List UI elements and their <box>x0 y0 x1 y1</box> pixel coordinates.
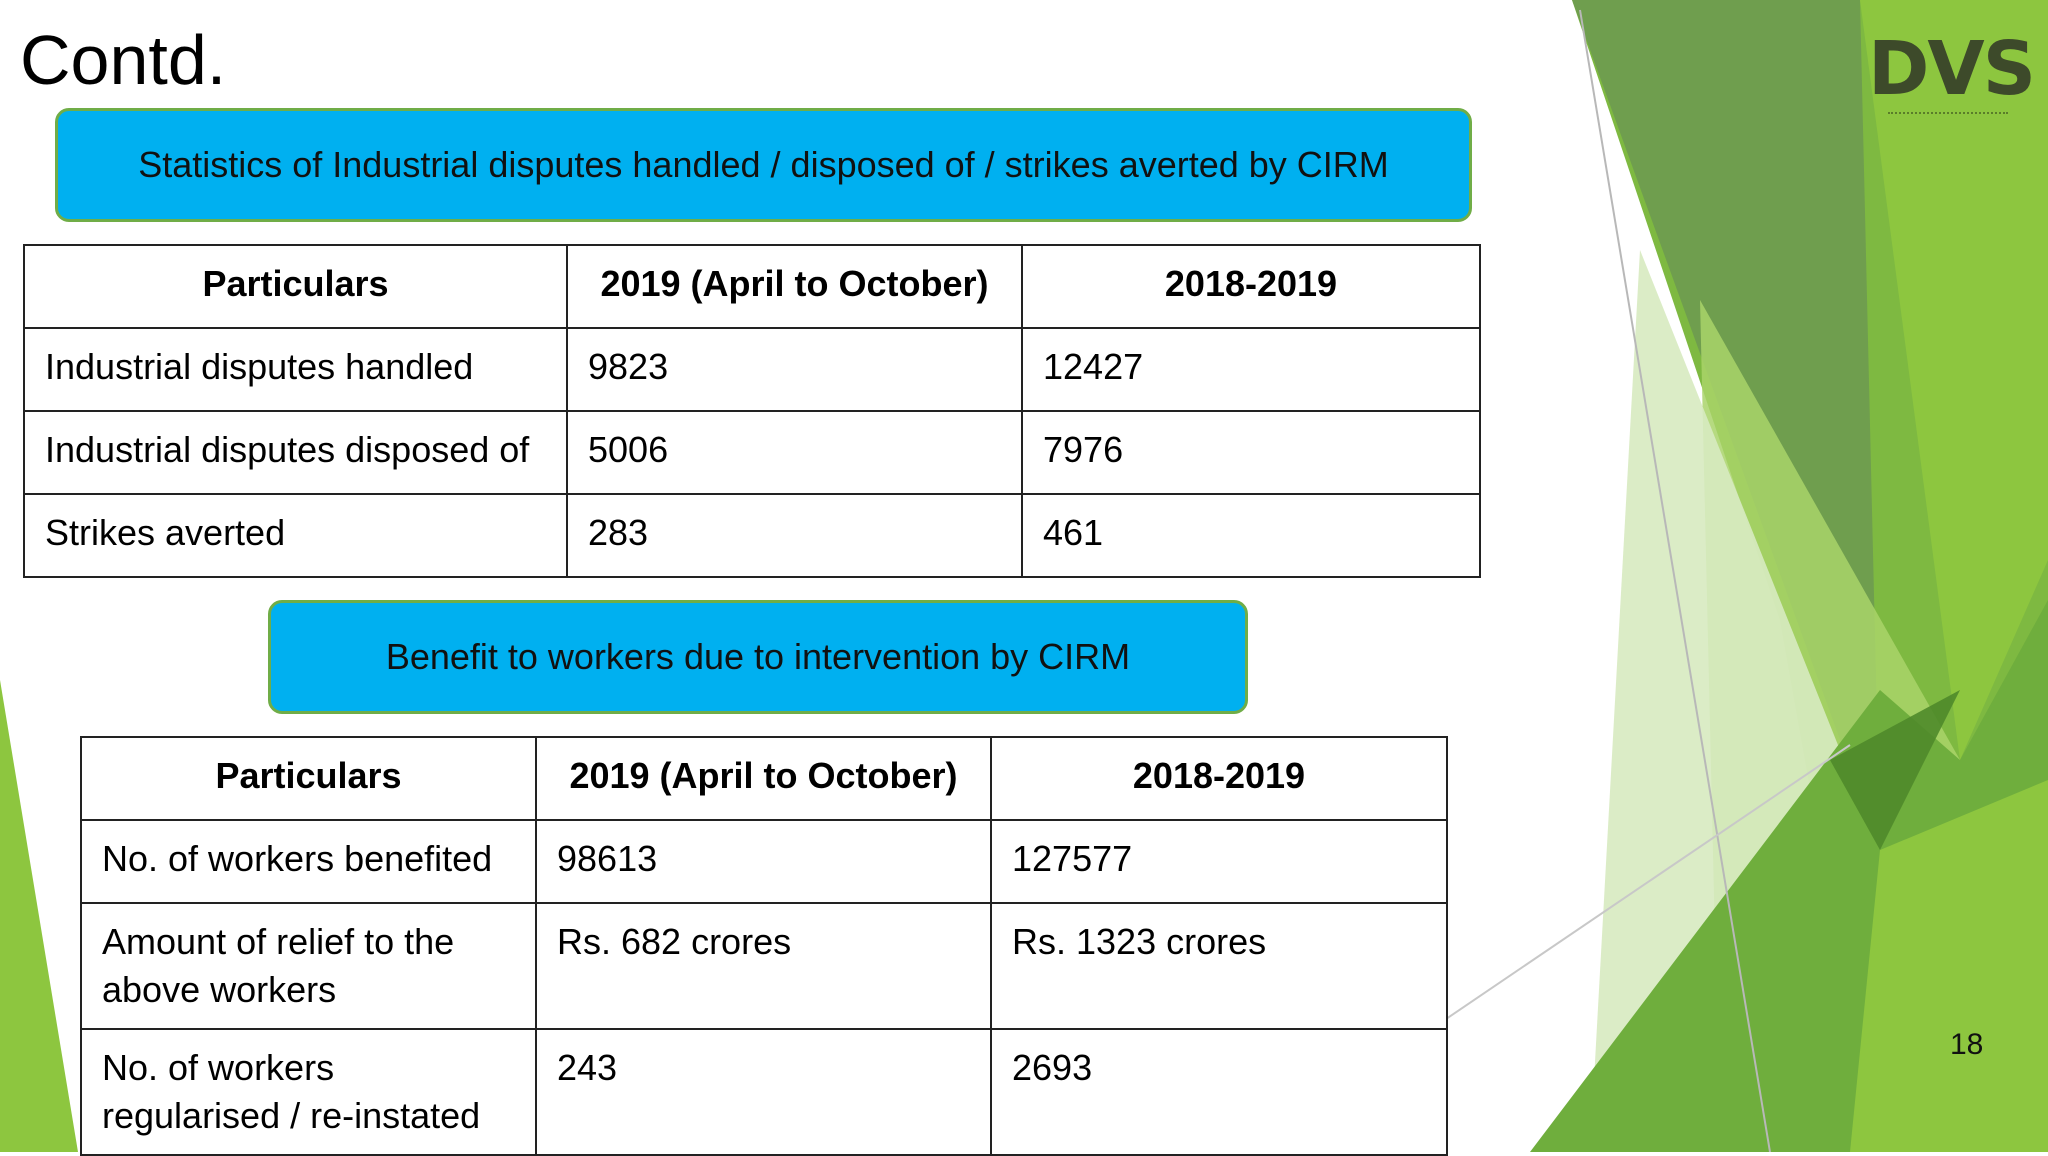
table-cell: 7976 <box>1021 410 1481 495</box>
table-row: Industrial disputes handled 9823 12427 <box>23 327 1481 412</box>
table-cell: 9823 <box>566 327 1023 412</box>
benefits-table: Particulars 2019 (April to October) 2018… <box>80 736 1448 1156</box>
column-header: 2018-2019 <box>1021 244 1481 329</box>
dvs-logo: DVS <box>1868 26 2036 126</box>
column-header: Particulars <box>23 244 568 329</box>
column-header: Particulars <box>80 736 537 821</box>
slide-title: Contd. <box>20 21 227 99</box>
table-cell: 98613 <box>535 819 992 904</box>
table-cell: 243 <box>535 1028 992 1156</box>
table-cell: 127577 <box>990 819 1448 904</box>
table-cell: Industrial disputes disposed of <box>23 410 568 495</box>
right-facet-7 <box>1830 690 1960 850</box>
table-cell: Strikes averted <box>23 493 568 578</box>
table-cell: 283 <box>566 493 1023 578</box>
left-green-wedge <box>0 680 78 1152</box>
page-number: 18 <box>1950 1028 1984 1061</box>
table-cell: 12427 <box>1021 327 1481 412</box>
table-row: No. of workers regularised / re-instated… <box>80 1028 1448 1156</box>
table-row: No. of workers benefited 98613 127577 <box>80 819 1448 904</box>
column-header: 2018-2019 <box>990 736 1448 821</box>
table-cell: No. of workers benefited <box>80 819 537 904</box>
table-cell: Amount of relief to the above workers <box>80 902 537 1030</box>
table-row: Industrial disputes disposed of 5006 797… <box>23 410 1481 495</box>
column-header: 2019 (April to October) <box>566 244 1023 329</box>
table-row: Amount of relief to the above workers Rs… <box>80 902 1448 1030</box>
right-facet-8 <box>1850 780 2048 1152</box>
table-row: Strikes averted 283 461 <box>23 493 1481 578</box>
logo-underline <box>1888 112 2008 120</box>
logo-text: DVS <box>1868 26 2036 112</box>
table-cell: 2693 <box>990 1028 1448 1156</box>
table-cell: 5006 <box>566 410 1023 495</box>
benefit-banner-text: Benefit to workers due to intervention b… <box>385 636 1131 677</box>
table-cell: 461 <box>1021 493 1481 578</box>
statistics-banner-text: Statistics of Industrial disputes handle… <box>138 144 1389 185</box>
statistics-banner: Statistics of Industrial disputes handle… <box>55 108 1472 222</box>
table-cell: Industrial disputes handled <box>23 327 568 412</box>
table-cell: Rs. 1323 crores <box>990 902 1448 1030</box>
benefit-banner: Benefit to workers due to intervention b… <box>268 600 1248 714</box>
right-facet-3 <box>1860 0 2048 760</box>
table-cell: No. of workers regularised / re-instated <box>80 1028 537 1156</box>
disputes-table: Particulars 2019 (April to October) 2018… <box>23 244 1481 578</box>
table-cell: Rs. 682 crores <box>535 902 992 1030</box>
thin-line-1 <box>1579 9 1771 1152</box>
table-header-row: Particulars 2019 (April to October) 2018… <box>80 736 1448 821</box>
column-header: 2019 (April to October) <box>535 736 992 821</box>
table-header-row: Particulars 2019 (April to October) 2018… <box>23 244 1481 329</box>
